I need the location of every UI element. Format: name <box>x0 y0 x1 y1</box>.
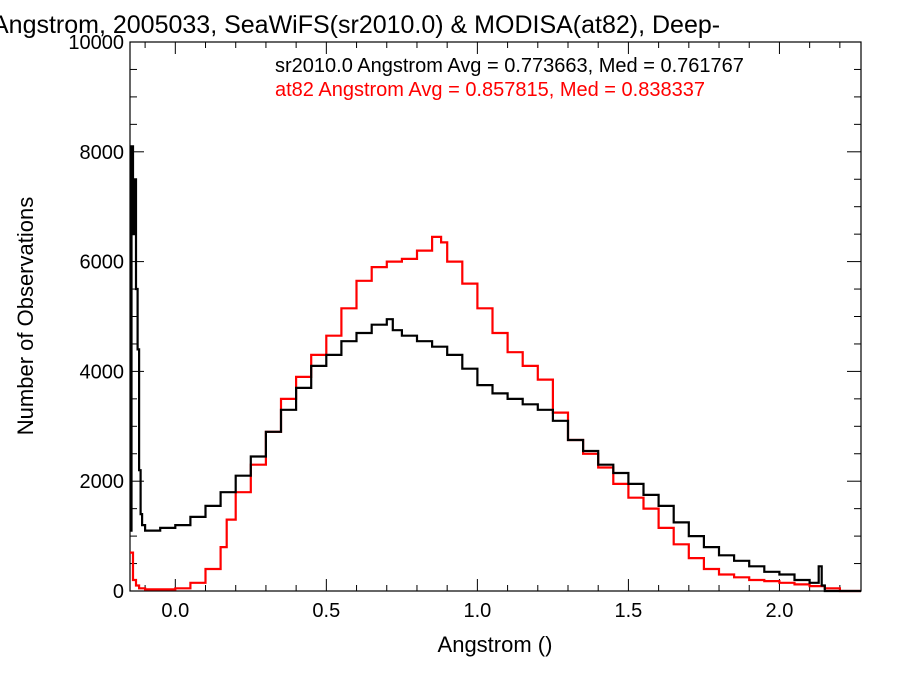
x-tick-label: 0.5 <box>312 600 340 622</box>
x-tick-label: 2.0 <box>766 600 794 622</box>
series-layer <box>130 145 861 593</box>
series-line-at82 <box>130 235 861 593</box>
y-axis-label: Number of Observations <box>13 197 38 435</box>
x-tick-label: 1.5 <box>615 600 643 622</box>
plot-frame <box>129 41 862 592</box>
y-tick-label: 8000 <box>80 142 125 164</box>
y-tick-label: 10000 <box>68 32 124 54</box>
y-tick-label: 6000 <box>80 252 125 274</box>
y-tick-label: 4000 <box>80 361 125 383</box>
x-tick-label: 0.0 <box>161 600 189 622</box>
chart-title: Angstrom, 2005033, SeaWiFS(sr2010.0) & M… <box>0 11 720 39</box>
stats-annotation-sr2010: sr2010.0 Angstrom Avg = 0.773663, Med = … <box>275 55 744 77</box>
plot-area: 0.0 0.5 1.0 1.5 2.0 0 2000 4000 6000 8000 10000 <box>68 32 862 622</box>
y-tick-label: 0 <box>113 581 124 603</box>
y-tick-label: 2000 <box>80 471 125 493</box>
stats-annotation-at82: at82 Angstrom Avg = 0.857815, Med = 0.83… <box>275 79 705 101</box>
annotation-layer: sr2010.0 Angstrom Avg = 0.773663, Med = … <box>275 55 744 101</box>
x-axis-label: Angstrom () <box>438 632 553 657</box>
axis-ticks: 0.0 0.5 1.0 1.5 2.0 0 2000 4000 6000 8000 10000 <box>68 32 861 622</box>
x-tick-label: 1.0 <box>463 600 491 622</box>
series-line-sr2010 <box>130 145 861 593</box>
